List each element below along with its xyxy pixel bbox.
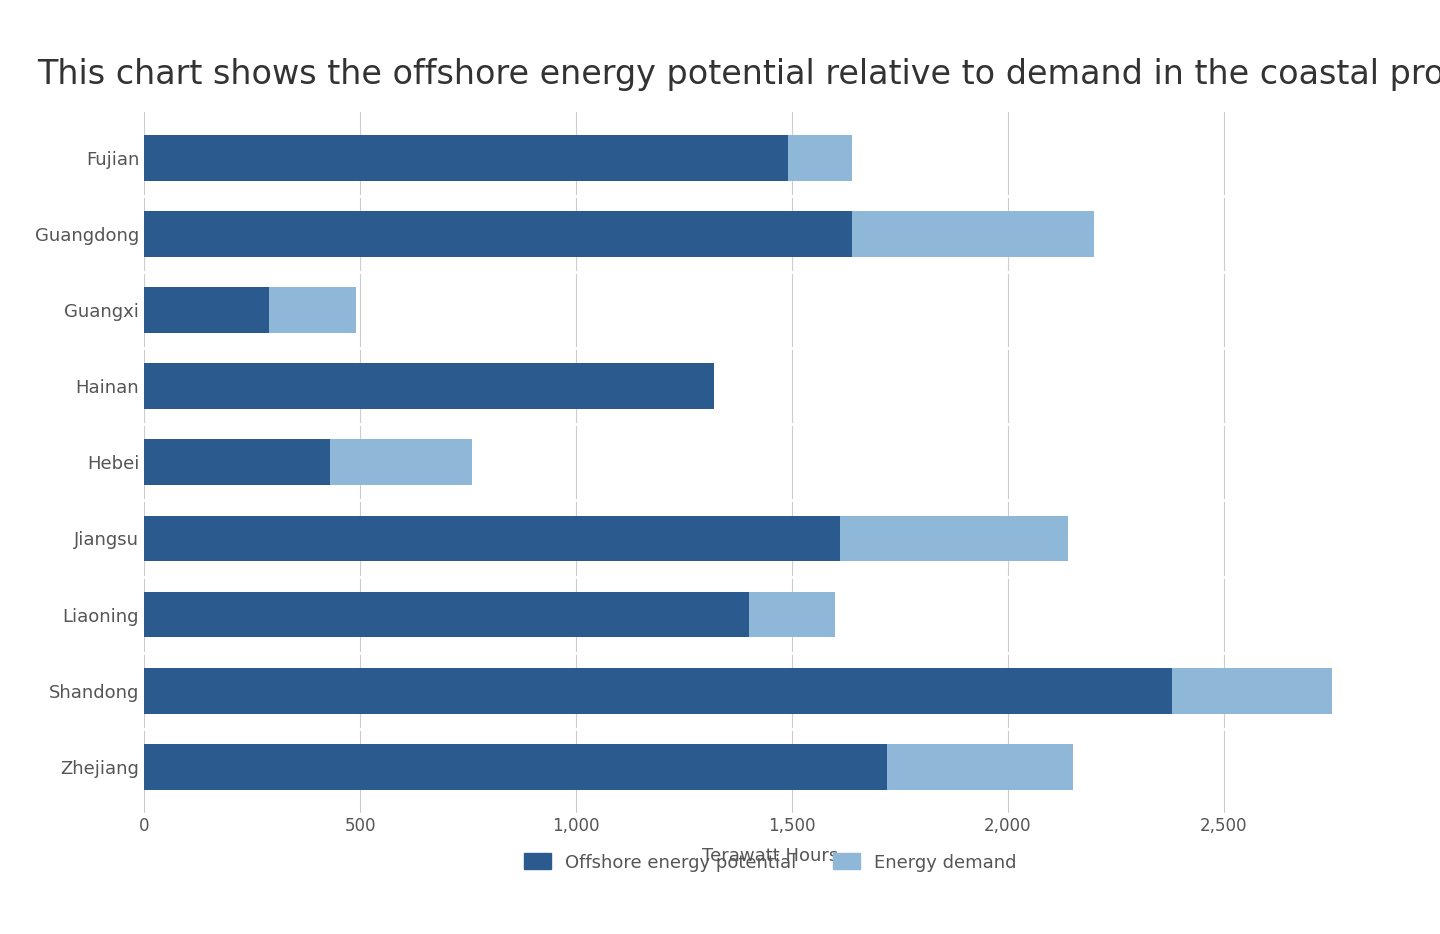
Bar [144, 516, 1068, 561]
Bar [144, 592, 749, 638]
Bar [144, 440, 472, 485]
Bar [144, 668, 1332, 714]
Bar [144, 211, 852, 257]
Bar [144, 134, 788, 180]
Bar [144, 288, 356, 333]
Bar [144, 668, 1172, 714]
X-axis label: Terawatt Hours: Terawatt Hours [703, 846, 838, 865]
Bar [144, 440, 330, 485]
Bar [144, 516, 840, 561]
Bar [144, 134, 852, 180]
Bar [144, 211, 1094, 257]
Bar [144, 363, 714, 409]
Bar [144, 288, 269, 333]
Bar [144, 744, 887, 790]
Bar [144, 592, 835, 638]
Legend: Offshore energy potential, Energy demand: Offshore energy potential, Energy demand [516, 844, 1025, 881]
Text: This chart shows the offshore energy potential relative to demand in the coastal: This chart shows the offshore energy pot… [37, 58, 1440, 92]
Bar [144, 744, 1073, 790]
Bar [144, 363, 714, 409]
